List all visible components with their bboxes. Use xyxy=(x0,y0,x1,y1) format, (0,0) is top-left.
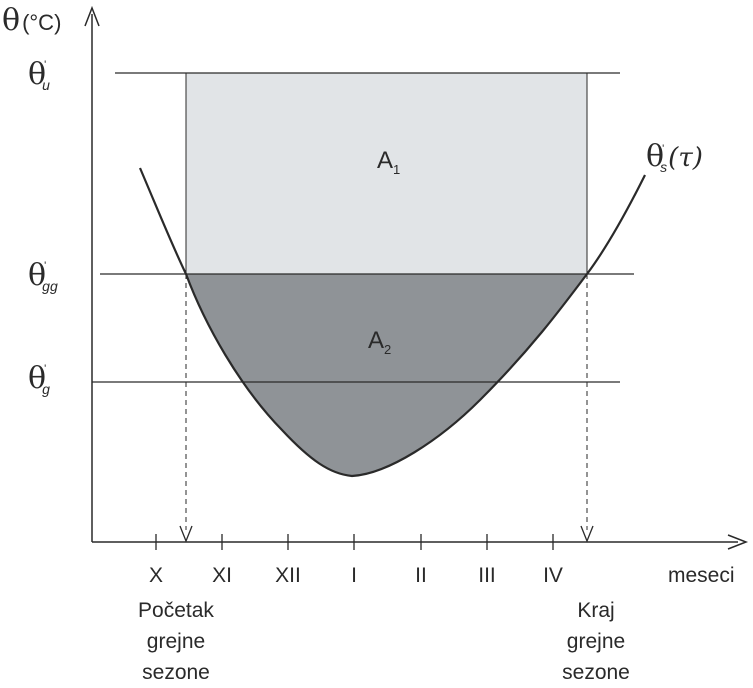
month-label-x: X xyxy=(149,564,163,587)
theta-u-label: θ' u xyxy=(28,57,50,93)
season-start-line-2: grejne xyxy=(147,630,205,653)
season-end-arrowhead xyxy=(580,525,594,543)
season-start-arrowhead xyxy=(179,525,193,543)
season-end-line-3: sezone xyxy=(562,661,630,684)
month-label-iii: III xyxy=(478,564,496,587)
month-label-iv: IV xyxy=(543,564,563,587)
x-axis-arrowhead xyxy=(727,534,749,550)
y-axis-arrowhead xyxy=(84,5,100,27)
month-label-ii: II xyxy=(415,564,427,587)
month-label-xi: XI xyxy=(212,564,232,587)
month-ticks xyxy=(155,534,554,550)
area-a1 xyxy=(186,73,587,274)
area-a2-label: A2 xyxy=(368,327,391,357)
curve-label: θ' s(τ) xyxy=(646,139,703,175)
season-end-line-2: grejne xyxy=(567,630,625,653)
area-a2 xyxy=(186,274,587,476)
month-label-i: I xyxy=(351,564,357,587)
y-axis-label: θ(°C) xyxy=(2,3,61,38)
x-axis-label: meseci xyxy=(668,564,735,587)
season-start-line-1: Početak xyxy=(138,599,214,622)
season-start-line-3: sezone xyxy=(142,661,210,684)
theta-g-label: θ' g xyxy=(28,361,50,397)
area-a1-label: A1 xyxy=(377,147,400,177)
month-label-xii: XII xyxy=(275,564,301,587)
theta-gg-label: θ' gg xyxy=(28,258,58,294)
season-end-line-1: Kraj xyxy=(577,599,614,622)
